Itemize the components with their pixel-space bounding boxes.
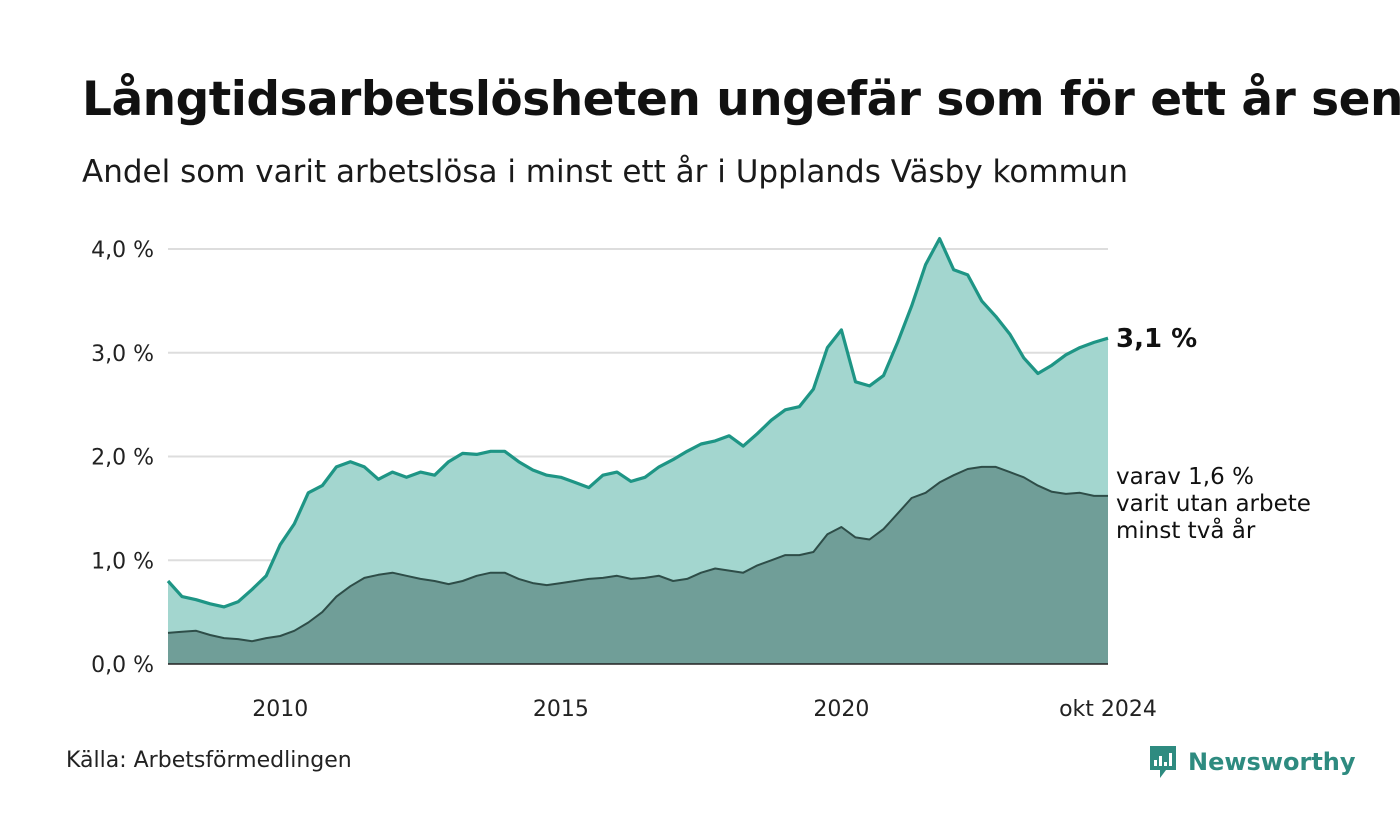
- series-area-two-year: [168, 466, 1108, 664]
- y-tick-label: 0,0 %: [91, 653, 154, 678]
- secondary-series-label: varit utan arbete: [1116, 491, 1311, 517]
- brand[interactable]: Newsworthy: [1148, 744, 1356, 780]
- x-tick-label: 2010: [252, 697, 308, 722]
- y-tick-label: 1,0 %: [91, 549, 154, 574]
- x-tick-label: okt 2024: [1059, 697, 1157, 722]
- x-tick-label: 2015: [533, 697, 589, 722]
- area-layer: [166, 237, 1109, 664]
- secondary-series-label: minst två år: [1116, 516, 1256, 544]
- newsworthy-logo-icon: [1150, 746, 1176, 778]
- end-value-label: 3,1 %: [1116, 324, 1197, 354]
- source-note: Källa: Arbetsförmedlingen: [66, 748, 352, 773]
- y-tick-label: 3,0 %: [91, 342, 154, 367]
- chart-title: Långtidsarbetslösheten ungefär som för e…: [82, 72, 1400, 127]
- axis-layer: 0,0 % 1,0 % 2,0 % 3,0 % 4,0 % 2010 2015 2020 okt…: [91, 238, 1157, 722]
- chart-subtitle: Andel som varit arbetslösa i minst ett å…: [82, 154, 1129, 190]
- x-tick-label: 2020: [813, 697, 869, 722]
- series-line-long-term: [166, 237, 1109, 609]
- brand-name: Newsworthy: [1188, 748, 1356, 776]
- secondary-series-label: varav 1,6 %: [1116, 464, 1254, 490]
- y-tick-label: 4,0 %: [91, 238, 154, 263]
- series-line-two-year: [167, 465, 1108, 643]
- y-tick-label: 2,0 %: [91, 446, 154, 471]
